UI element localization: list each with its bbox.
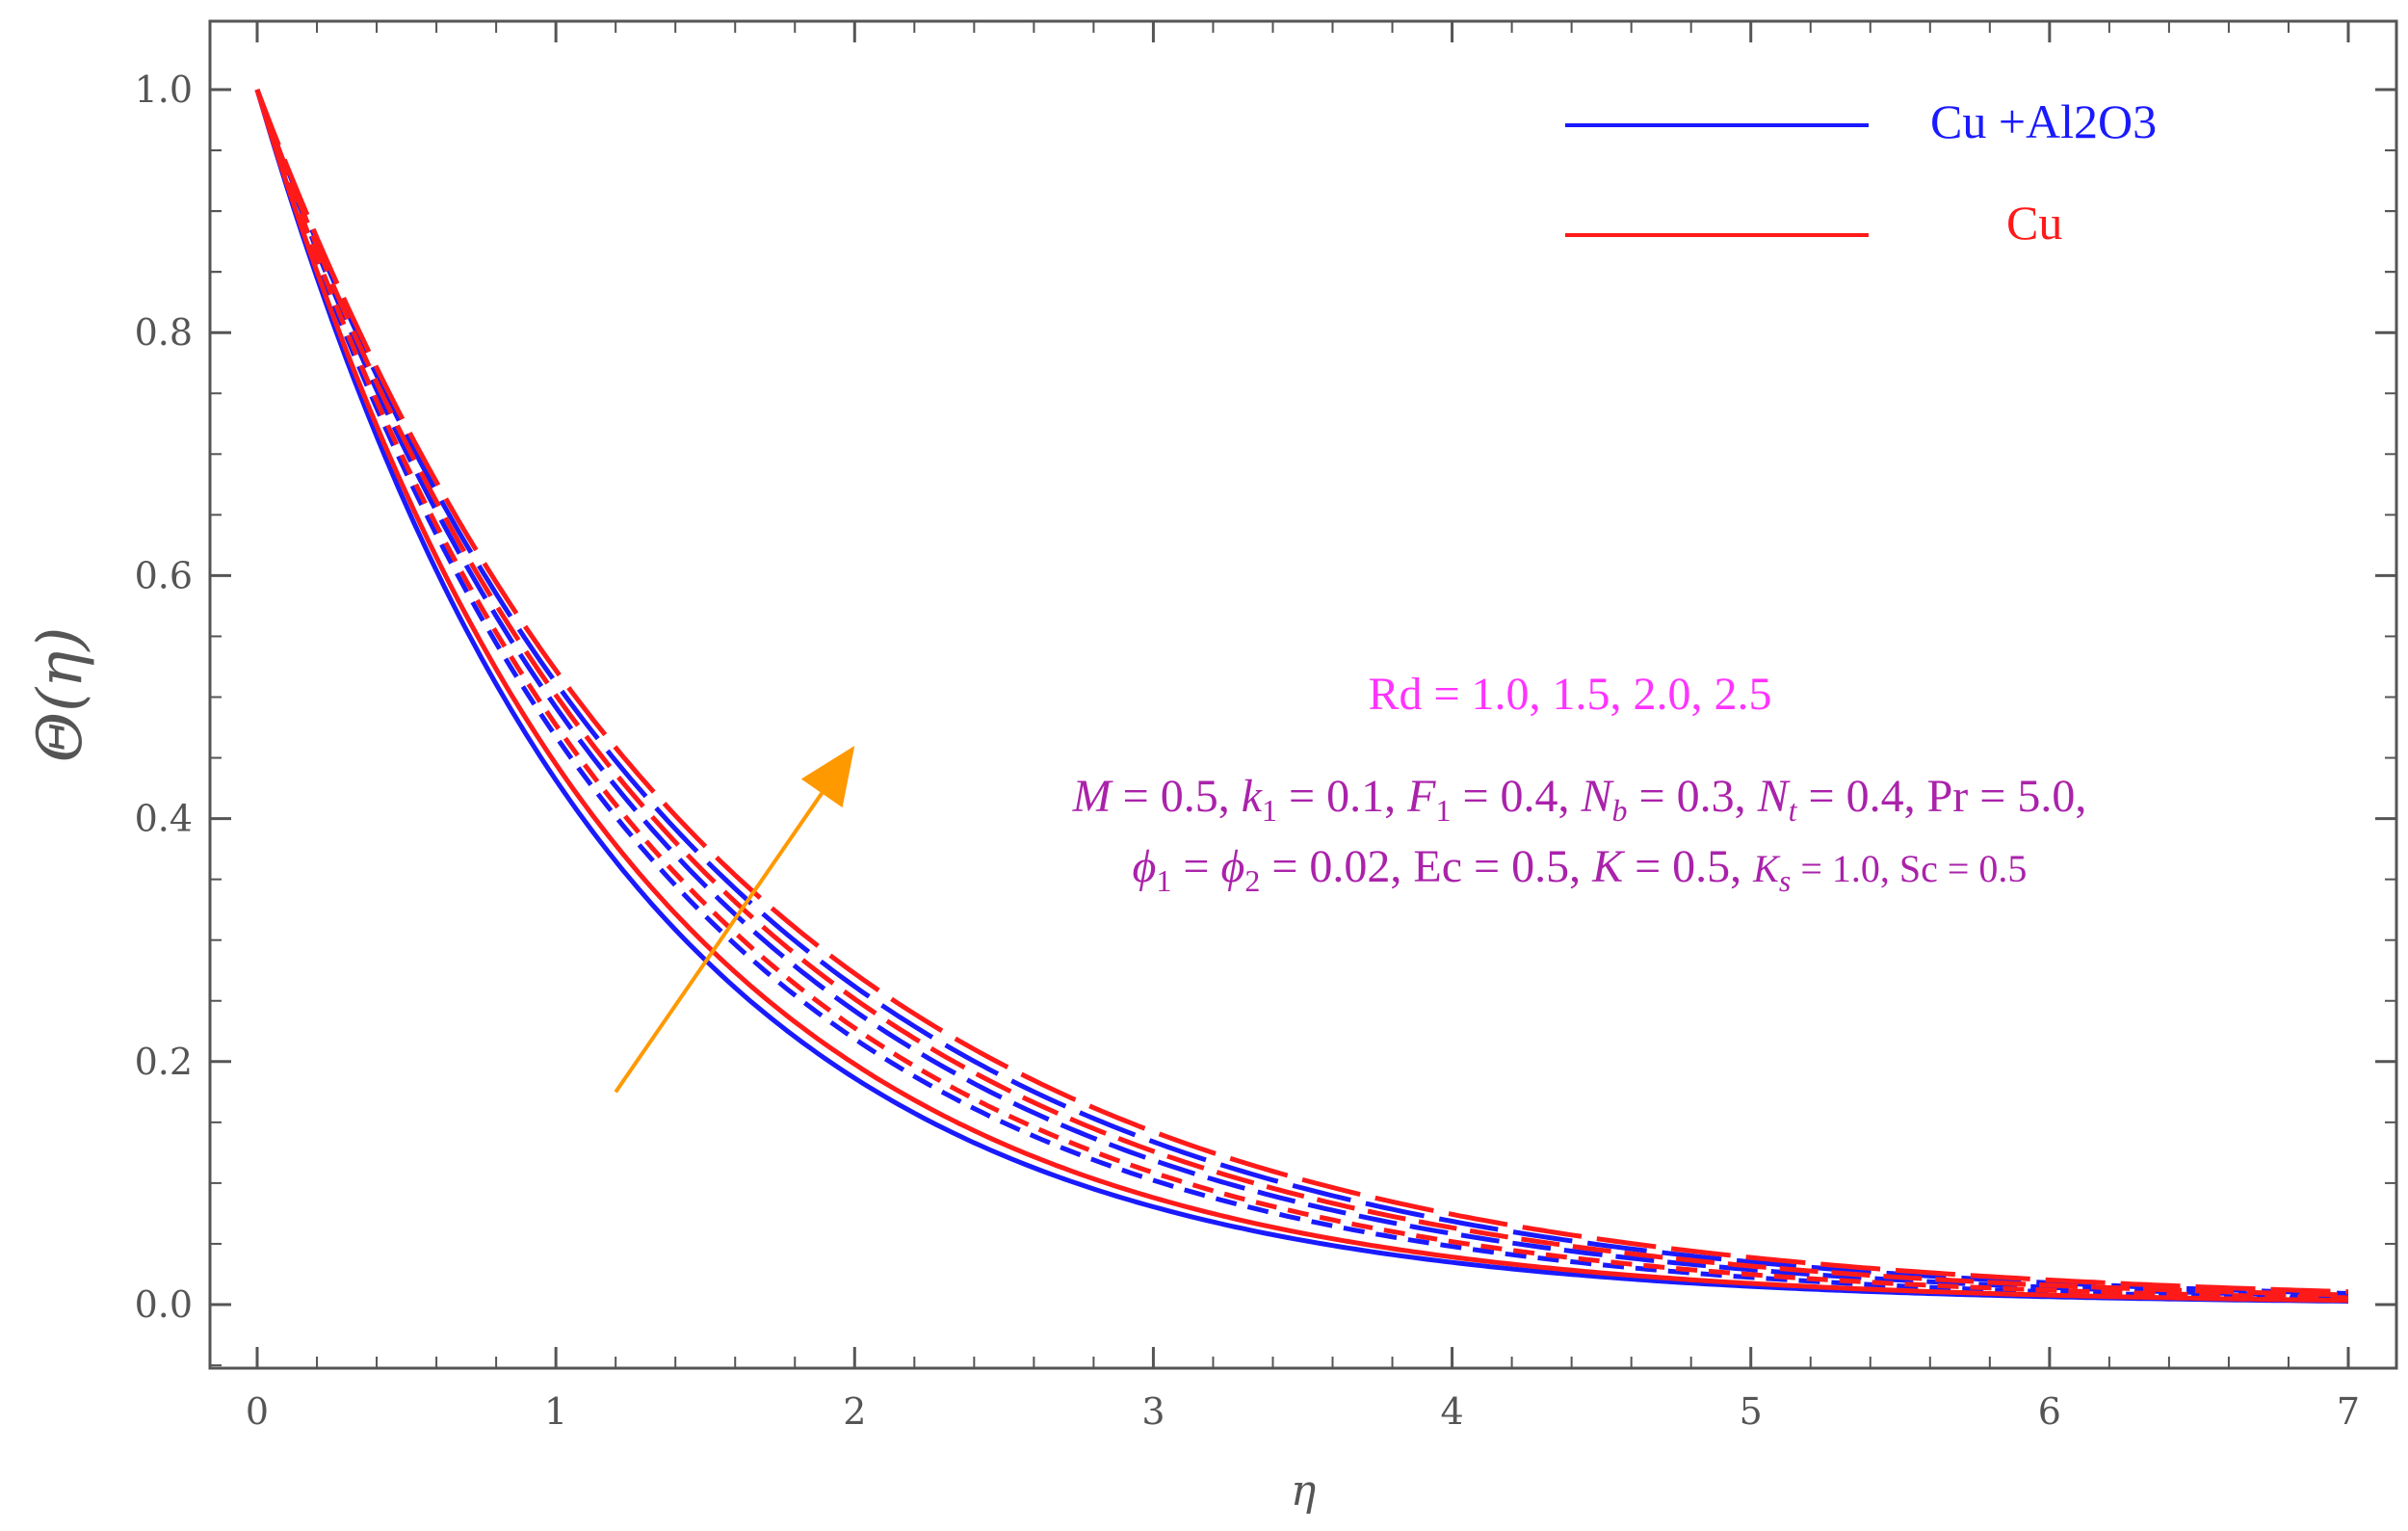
legend-label-cu: Cu [2006,196,2062,250]
series-line-cu-rd-1-5 [254,89,2349,1301]
x-tick-label: 4 [1440,1390,1463,1433]
legend-label-cu-al2o3: Cu +Al2O3 [1930,94,2157,148]
series-line-cu-rd-2 [254,89,2349,1298]
x-axis-label: η [1291,1466,1316,1516]
parameters-line-1: M = 0.5, k1 = 0.1, F1 = 0.4, Nb = 0.3, N… [1072,771,2087,828]
series-line-cu-al2o3-rd-1 [254,89,2349,1304]
rd-values-label: Rd = 1.0, 1.5, 2.0, 2.5 [1368,669,1771,720]
x-tick-label: 3 [1141,1390,1165,1433]
x-tick-label: 6 [2038,1390,2061,1433]
x-tick-label: 0 [246,1390,269,1433]
increase-arrow [614,792,824,1094]
y-tick-label: 0.6 [135,554,193,596]
x-tick-label: 5 [1740,1390,1763,1433]
y-tick-label: 0.0 [135,1283,193,1326]
y-tick-label: 1.0 [135,68,193,111]
y-tick-label: 0.2 [135,1041,193,1083]
x-tick-label: 2 [843,1390,866,1433]
series-line-cu-rd-1 [254,89,2349,1304]
series-layer [254,89,2349,1304]
x-tick-label: 7 [2337,1390,2360,1433]
increase-arrow-head [800,745,855,808]
series-line-cu-rd-2-5 [254,89,2349,1295]
axis-tick-labels: 0 1 2 3 4 5 6 7 0.0 0.2 0.4 0.6 0.8 1.0 [135,68,2361,1433]
series-line-cu-al2o3-rd-2-5 [254,89,2349,1296]
parameters-line-2: ϕ1 = ϕ2 = 0.02, Ec = 0.5, K = 0.5, Ks = … [1133,841,2028,898]
y-tick-label: 0.8 [135,311,193,354]
y-tick-label: 0.4 [135,798,193,840]
series-line-cu-al2o3-rd-1-5 [254,89,2349,1302]
y-axis-label: Θ(η) [25,627,96,763]
annotation: Rd = 1.0, 1.5, 2.0, 2.5 M = 0.5, k1 = 0.… [614,669,2087,1094]
legend: Cu +Al2O3 Cu [1565,94,2157,250]
axis-ticks [210,21,2396,1368]
plot-frame [208,19,2398,1370]
x-tick-label: 1 [544,1390,567,1433]
